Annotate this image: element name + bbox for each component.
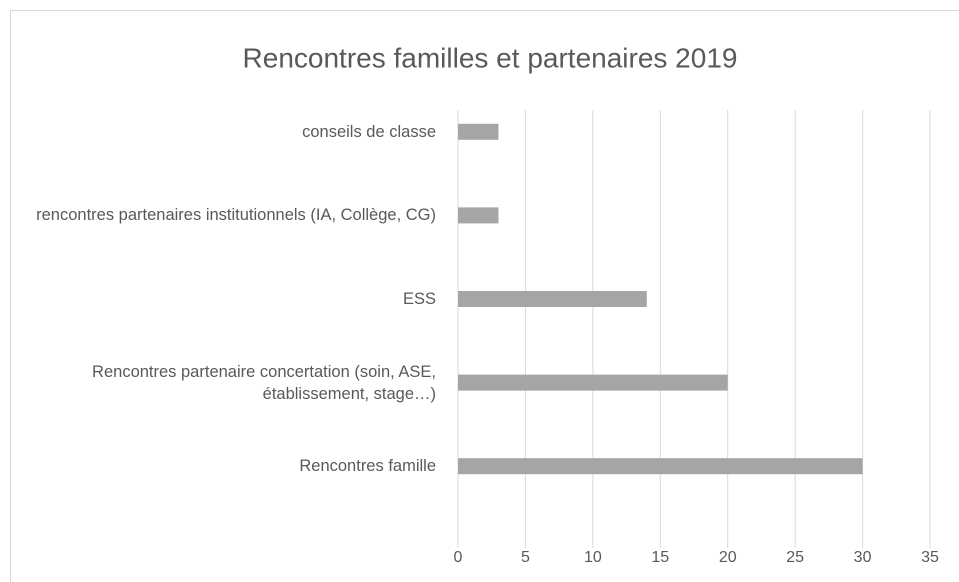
x-tick-label: 0 xyxy=(454,549,463,566)
y-tick-label: ESS xyxy=(402,290,436,308)
x-tick-label: 35 xyxy=(921,549,939,566)
x-tick-label: 30 xyxy=(854,549,872,566)
y-tick-label: conseils de classe xyxy=(302,122,436,141)
bar xyxy=(458,374,728,391)
y-tick-label: Rencontres partenaire concertation (soin… xyxy=(92,362,436,403)
bar xyxy=(458,123,499,140)
chart-title: Rencontres familles et partenaires 2019 xyxy=(243,42,738,73)
x-tick-label: 10 xyxy=(584,549,602,566)
bar xyxy=(458,458,863,475)
y-tick-label: rencontres partenaires institutionnels (… xyxy=(36,206,436,225)
x-tick-label: 15 xyxy=(651,549,669,566)
bar xyxy=(458,207,499,224)
x-tick-label: 20 xyxy=(719,549,737,566)
x-tick-label: 5 xyxy=(521,549,530,566)
chart-border xyxy=(10,10,959,582)
x-tick-label: 25 xyxy=(786,549,804,566)
bar xyxy=(458,291,647,307)
y-tick-label: Rencontres famille xyxy=(299,457,436,476)
